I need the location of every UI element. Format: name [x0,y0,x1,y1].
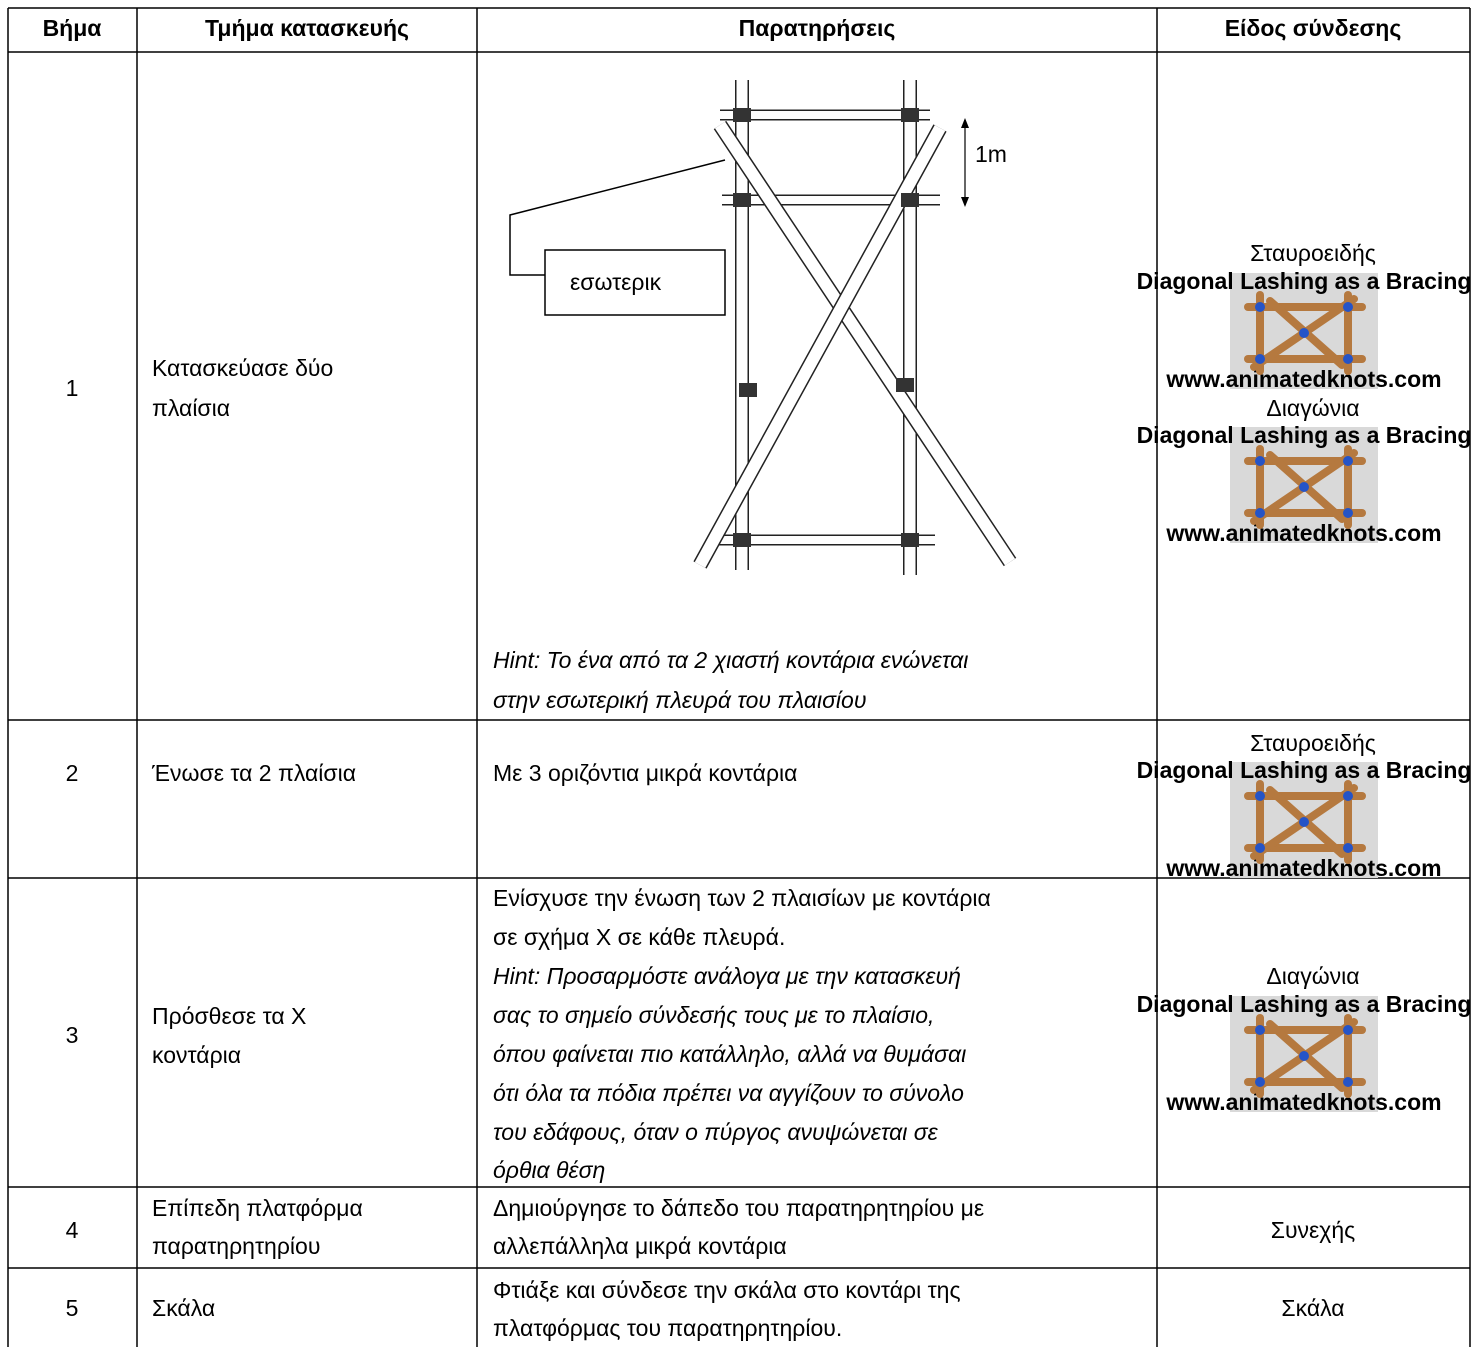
note-text: πλατφόρμας του παρατηρητηρίου. [493,1315,842,1341]
part-text: Πρόσθεσε τα Χ [152,1003,306,1029]
note-text: όρθια θέση [493,1157,605,1183]
step-number: 4 [66,1217,79,1243]
header-cell: Είδος σύνδεσης [1225,15,1402,41]
lashing-mark [733,533,751,547]
lashing-mark [901,193,919,207]
knot [1255,508,1265,518]
note-text: Hint: Προσαρμόστε ανάλογα με την κατασκε… [493,963,961,989]
knot [1255,354,1265,364]
part-text: Ένωσε τα 2 πλαίσια [151,760,356,786]
knot [1255,456,1265,466]
connection-name: Σταυροειδής [1250,240,1376,266]
note-text: σε σχήμα Χ σε κάθε πλευρά. [493,924,785,950]
lashing-mark [739,383,757,397]
knot [1343,843,1353,853]
note-text: Φτιάξε και σύνδεσε την σκάλα στο κοντάρι… [493,1277,961,1303]
knot [1255,302,1265,312]
callout-line [509,159,726,276]
connection-name: Διαγώνια [1266,395,1359,421]
knot [1255,791,1265,801]
knot [1343,791,1353,801]
note-text: σας το σημείο σύνδεσής τους με το πλαίσι… [493,1002,934,1028]
image-credit: www.animatedknots.com [1165,1089,1441,1115]
part-text: Σκάλα [152,1295,215,1321]
connection-name: Σταυροειδής [1250,730,1376,756]
knot [1343,354,1353,364]
note-text: στην εσωτερική πλευρά του πλαισίου [493,687,866,713]
connection-name: Συνεχής [1271,1217,1356,1243]
image-title: Diagonal Lashing as a Bracing [1137,757,1472,783]
connection-name: Σκάλα [1281,1295,1344,1321]
image-title: Diagonal Lashing as a Bracing [1137,991,1472,1017]
part-text: παρατηρητηρίου [152,1233,320,1259]
note-text: ότι όλα τα πόδια πρέπει να αγγίζουν το σ… [493,1080,964,1106]
knot [1343,1025,1353,1035]
part-text: Επίπεδη πλατφόρμα [152,1195,363,1221]
knot [1255,843,1265,853]
scale-label: 1m [975,141,1007,167]
image-credit: www.animatedknots.com [1165,855,1441,881]
knot [1343,302,1353,312]
image-title: Diagonal Lashing as a Bracing [1137,268,1472,294]
pole-body [715,121,1015,566]
callout-text: εσωτερικ [570,269,662,295]
header-cell: Βήμα [43,15,102,41]
note-text: Δημιούργησε το δάπεδο του παρατηρητηρίου… [493,1195,984,1221]
image-credit: www.animatedknots.com [1165,520,1441,546]
frame-figure: 1m εσωτερικ [509,80,1017,575]
lashing-mark [901,108,919,122]
knot [1299,328,1309,338]
lashing-mark [733,108,751,122]
knot [1299,817,1309,827]
part-text: κοντάρια [152,1042,241,1068]
note-text: αλλεπάλληλα μικρά κοντάρια [493,1233,787,1259]
image-credit: www.animatedknots.com [1165,366,1441,392]
knot [1299,482,1309,492]
note-text: του εδάφους, όταν ο πύργος ανυψώνεται σε [493,1119,939,1145]
lashing-image: Diagonal Lashing as a Bracing www.animate… [1137,991,1472,1115]
connection-name: Διαγώνια [1266,963,1359,989]
lashing-mark [896,378,914,392]
step-number: 2 [66,760,79,786]
step-number: 5 [66,1295,79,1321]
knot [1343,456,1353,466]
lashing-image: Diagonal Lashing as a Bracing www.animate… [1137,268,1472,392]
part-text: Κατασκεύασε δύο [152,355,333,381]
note-text: όπου φαίνεται πιο κατάλληλο, αλλά να θυμ… [493,1041,966,1067]
header-cell: Τμήμα κατασκευής [205,15,409,41]
note-text: Ενίσχυσε την ένωση των 2 πλαισίων με κον… [493,885,991,911]
lashing-mark [733,193,751,207]
lashing-mark [901,533,919,547]
part-text: πλαίσια [152,395,230,421]
note-text: Με 3 οριζόντια μικρά κοντάρια [493,760,797,786]
step-number: 1 [66,375,79,401]
step-number: 3 [66,1022,79,1048]
note-text: Hint: Το ένα από τα 2 χιαστή κοντάρια εν… [493,647,968,673]
knot [1255,1025,1265,1035]
pole-body [694,125,946,568]
image-title: Diagonal Lashing as a Bracing [1137,422,1472,448]
knot [1343,1077,1353,1087]
header-cell: Παρατηρήσεις [739,15,896,41]
callout-box [544,249,726,316]
knot [1299,1051,1309,1061]
lashing-image: Diagonal Lashing as a Bracing www.animate… [1137,757,1472,881]
knot [1255,1077,1265,1087]
arrow-head [961,118,969,207]
knot [1343,508,1353,518]
lashing-image: Diagonal Lashing as a Bracing www.animate… [1137,422,1472,546]
